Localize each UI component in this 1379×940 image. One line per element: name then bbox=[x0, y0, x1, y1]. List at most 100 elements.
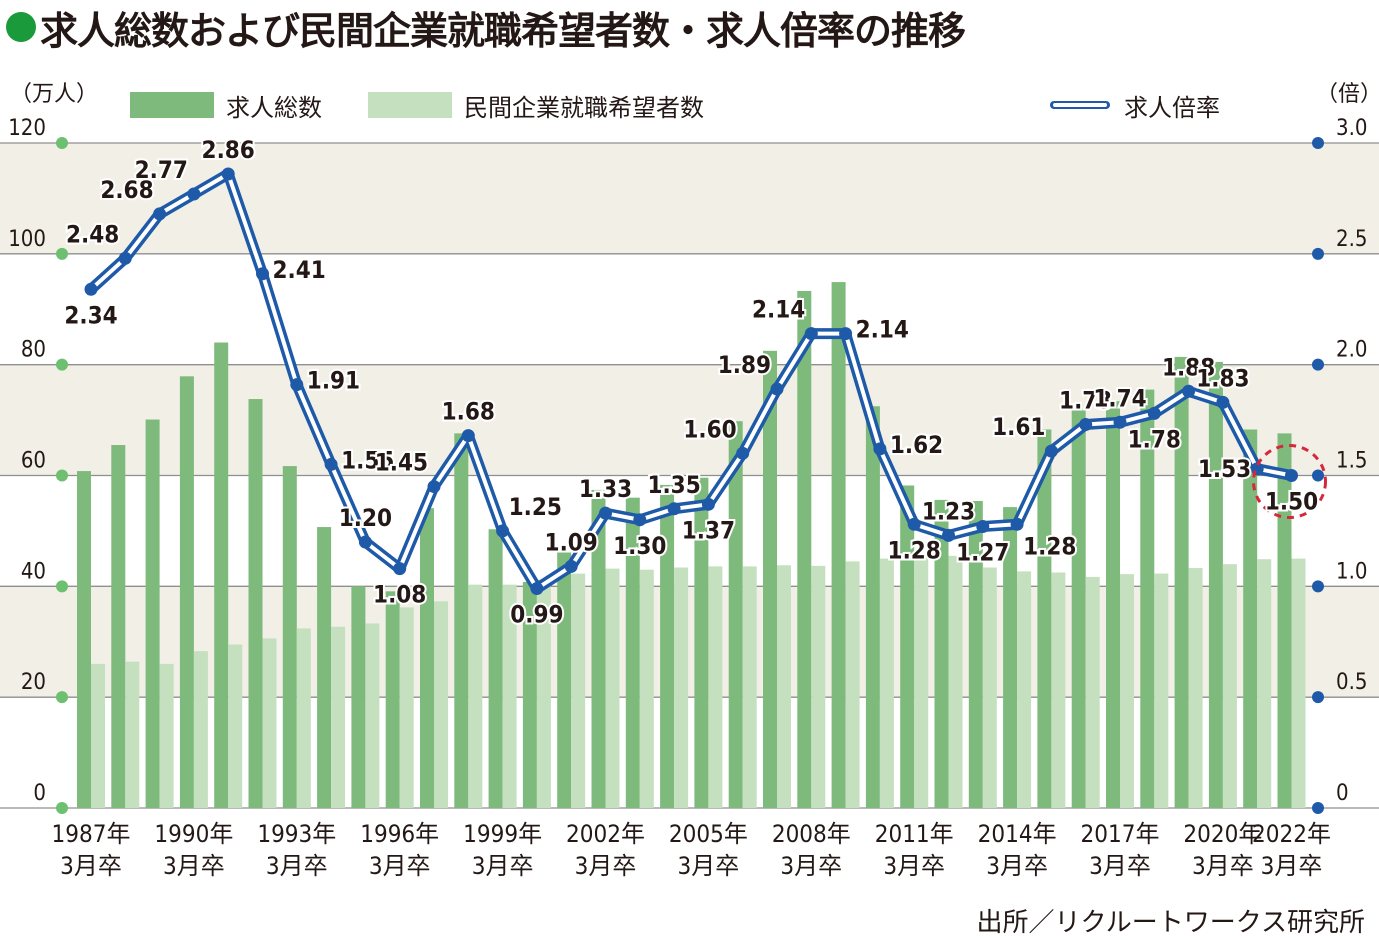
bar-seekers bbox=[468, 584, 483, 808]
x-axis-tick-label: 2008年 bbox=[772, 820, 851, 848]
ratio-data-label: 1.55 bbox=[341, 446, 394, 474]
bar-seekers bbox=[262, 638, 277, 808]
x-axis-tick-label: 3月卒 bbox=[678, 852, 740, 880]
ratio-point bbox=[599, 506, 612, 520]
bar-total bbox=[934, 499, 949, 808]
ratio-point bbox=[1147, 406, 1161, 420]
ratio-point bbox=[496, 524, 510, 538]
ratio-point bbox=[393, 562, 407, 576]
right-axis-tick-label: 1.5 bbox=[1336, 449, 1367, 474]
ratio-point bbox=[1113, 415, 1127, 429]
left-axis-tick-label: 40 bbox=[21, 559, 46, 584]
bar-seekers bbox=[879, 558, 894, 808]
x-axis-tick-label: 3月卒 bbox=[1089, 852, 1151, 880]
ratio-point bbox=[804, 327, 818, 341]
bar-total bbox=[111, 445, 126, 808]
ratio-point bbox=[1044, 444, 1058, 458]
bar-seekers bbox=[1154, 573, 1169, 808]
ratio-data-label: 2.68 bbox=[100, 176, 153, 204]
left-axis-tick-label: 0 bbox=[33, 781, 46, 806]
x-axis-tick-label: 1996年 bbox=[360, 820, 439, 848]
ratio-point bbox=[839, 327, 853, 341]
bar-total bbox=[488, 529, 503, 808]
left-axis-dot bbox=[56, 358, 68, 371]
x-axis-tick-label: 3月卒 bbox=[780, 852, 842, 880]
ratio-point bbox=[736, 446, 750, 460]
ratio-data-label: 1.28 bbox=[1023, 532, 1076, 560]
chart-title-text: 求人総数および民間企業就職希望者数・求人倍率の推移 bbox=[40, 8, 966, 53]
left-axis-dot bbox=[56, 691, 68, 704]
bar-seekers bbox=[296, 628, 311, 808]
legend-item-total: 求人総数 bbox=[130, 92, 322, 122]
x-axis-tick-label: 3月卒 bbox=[163, 852, 225, 880]
ratio-data-label: 1.23 bbox=[922, 497, 975, 525]
ratio-data-label: 1.83 bbox=[1196, 364, 1249, 392]
ratio-data-label: 1.88 bbox=[1162, 353, 1215, 381]
x-axis-tick-label: 1993年 bbox=[257, 820, 336, 848]
ratio-data-label: 1.45 bbox=[375, 449, 428, 477]
left-axis-tick-label: 20 bbox=[21, 670, 46, 695]
ratio-point bbox=[873, 442, 887, 456]
ratio-data-label: 2.14 bbox=[856, 316, 909, 344]
ratio-point bbox=[1079, 418, 1093, 432]
ratio-data-label: 1.61 bbox=[992, 413, 1045, 441]
left-axis-dot bbox=[56, 137, 68, 149]
ratio-data-label: 1.62 bbox=[890, 431, 943, 459]
ratio-point bbox=[907, 517, 921, 531]
bar-seekers bbox=[845, 561, 860, 808]
left-axis-dot bbox=[56, 469, 68, 482]
legend-label-total: 求人総数 bbox=[226, 93, 322, 122]
bar-seekers bbox=[1017, 571, 1032, 808]
bar-total bbox=[179, 376, 194, 808]
bar-seekers bbox=[1051, 572, 1066, 808]
ratio-data-label: 1.73 bbox=[1059, 387, 1112, 415]
bar-seekers bbox=[639, 569, 654, 808]
title-bullet-icon bbox=[6, 12, 36, 42]
ratio-point bbox=[1182, 384, 1196, 398]
bar-seekers bbox=[811, 565, 826, 808]
bar-total bbox=[1208, 361, 1223, 808]
ratio-data-label: 1.35 bbox=[647, 471, 700, 499]
x-axis-tick-label: 2022年 bbox=[1252, 820, 1331, 848]
x-axis-tick-label: 2017年 bbox=[1081, 820, 1160, 848]
x-axis-tick-label: 1987年 bbox=[52, 820, 131, 848]
x-axis-tick-label: 3月卒 bbox=[369, 852, 431, 880]
right-axis-tick-label: 2.0 bbox=[1336, 338, 1367, 363]
left-axis-dot bbox=[56, 247, 68, 260]
ratio-point bbox=[976, 519, 990, 533]
ratio-data-label: 1.27 bbox=[956, 538, 1009, 566]
right-axis-dot bbox=[1312, 137, 1324, 149]
ratio-data-label: 1.91 bbox=[307, 367, 360, 395]
ratio-data-label: 1.78 bbox=[1128, 425, 1181, 453]
ratio-data-label: 1.53 bbox=[1198, 455, 1251, 483]
right-axis-dot bbox=[1312, 247, 1324, 260]
bar-seekers bbox=[125, 661, 140, 808]
bar-seekers bbox=[1257, 559, 1272, 808]
x-axis-tick-label: 2002年 bbox=[566, 820, 645, 848]
left-axis-tick-label: 60 bbox=[21, 449, 46, 474]
bar-seekers bbox=[536, 579, 551, 808]
bar-total bbox=[660, 484, 675, 808]
ratio-data-label: 1.68 bbox=[442, 398, 495, 426]
bar-total bbox=[77, 471, 91, 808]
ratio-data-label: 1.50 bbox=[1265, 488, 1318, 516]
ratio-point bbox=[118, 251, 132, 265]
legend-swatch-ratio bbox=[1050, 92, 1110, 118]
ratio-data-label: 1.28 bbox=[888, 536, 941, 564]
ratio-point bbox=[942, 528, 955, 542]
legend-swatch-seekers bbox=[368, 92, 452, 118]
legend-swatch-total bbox=[130, 92, 214, 118]
left-axis-unit: （万人） bbox=[10, 82, 99, 107]
legend-label-ratio: 求人倍率 bbox=[1124, 93, 1220, 122]
ratio-point bbox=[358, 535, 372, 549]
bar-total bbox=[248, 399, 263, 808]
bar-seekers bbox=[365, 623, 380, 808]
ratio-data-label: 1.74 bbox=[1093, 384, 1146, 412]
x-axis-tick-label: 3月卒 bbox=[472, 852, 534, 880]
ratio-point bbox=[667, 502, 681, 516]
bar-seekers bbox=[91, 663, 105, 808]
x-axis-tick-label: 2020年 bbox=[1183, 820, 1262, 848]
bar-total bbox=[591, 489, 606, 808]
bar-seekers bbox=[1085, 576, 1100, 808]
bar-total bbox=[625, 497, 640, 808]
